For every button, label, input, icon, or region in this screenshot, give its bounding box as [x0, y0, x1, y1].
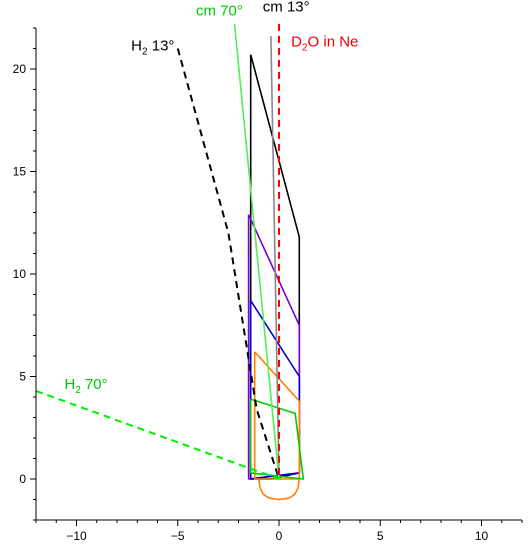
series-line-5 [270, 36, 280, 480]
annotation-label-2: H2 13° [131, 38, 174, 58]
series-line-8 [233, 23, 280, 480]
y-tick-label: 5 [19, 370, 26, 384]
series-line-2 [249, 300, 301, 480]
y-tick-label: 20 [13, 62, 27, 76]
x-tick-label: 5 [377, 529, 384, 543]
y-tick-label: 0 [19, 472, 26, 486]
series-line-6 [258, 478, 301, 501]
series-line-9 [35, 389, 280, 480]
x-tick-label: 0 [276, 529, 283, 543]
series-layer [35, 23, 305, 501]
annotation-label-0: cm 70° [196, 3, 243, 20]
y-tick-label: 15 [13, 165, 27, 179]
x-tick-label: −5 [171, 529, 185, 543]
x-tick-label: 10 [475, 529, 489, 543]
y-tick-label: 10 [13, 267, 27, 281]
x-tick-label: −10 [66, 529, 87, 543]
annotation-label-3: D2O in Ne [291, 33, 358, 53]
annotation-label-4: H2 70° [64, 376, 107, 396]
annotations: cm 70° cm 13° H2 13° D2O in Ne H2 70° [64, 0, 358, 396]
series-line-1 [247, 214, 301, 480]
series-line-7 [176, 48, 280, 480]
series-line-4 [249, 398, 305, 480]
annotation-label-1: cm 13° [263, 0, 310, 16]
axes: −10 −5 0 5 10 0 5 10 15 20 [13, 27, 523, 543]
